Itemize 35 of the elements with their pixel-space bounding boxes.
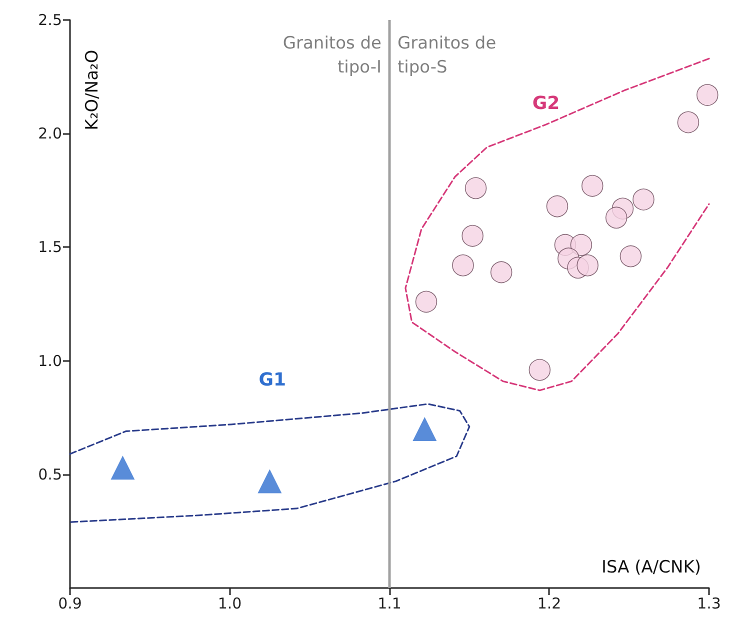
x-tick-label: 1.1 <box>378 594 402 612</box>
point <box>620 245 642 268</box>
y-tick-label: 1.5 <box>38 238 62 256</box>
x-tick-label: 1.0 <box>218 594 242 612</box>
point <box>462 224 484 247</box>
point <box>696 84 718 106</box>
y-axis-title: K₂O/Na₂O <box>82 50 102 130</box>
point <box>490 261 512 284</box>
y-tick-label: 2.5 <box>38 11 62 29</box>
x-tick-label: 1.2 <box>537 594 562 612</box>
line-series <box>69 403 470 523</box>
annotation: Granitos de tipo-I <box>282 33 382 78</box>
point <box>570 234 592 256</box>
x-tick-label: 1.3 <box>697 594 721 612</box>
point <box>546 195 568 218</box>
point <box>528 358 551 381</box>
point <box>412 416 437 441</box>
point <box>110 456 135 480</box>
point <box>258 469 282 494</box>
point <box>605 206 628 229</box>
y-tick-label: 0.5 <box>38 465 62 484</box>
series-label: G2 <box>532 93 560 114</box>
point <box>576 254 598 276</box>
y-tick-label: 2.0 <box>38 124 62 143</box>
point <box>677 111 700 134</box>
point <box>415 290 438 313</box>
x-tick-label: 0.9 <box>58 594 82 612</box>
point <box>582 174 604 197</box>
point <box>632 188 654 210</box>
point <box>452 254 474 276</box>
text: G1 <box>258 369 286 390</box>
x-axis-title: ISA (A/CNK) <box>601 558 701 578</box>
annotation: Granitos de tipo-S <box>398 33 496 78</box>
y-tick-label: 1.0 <box>38 352 62 370</box>
point <box>464 177 487 200</box>
